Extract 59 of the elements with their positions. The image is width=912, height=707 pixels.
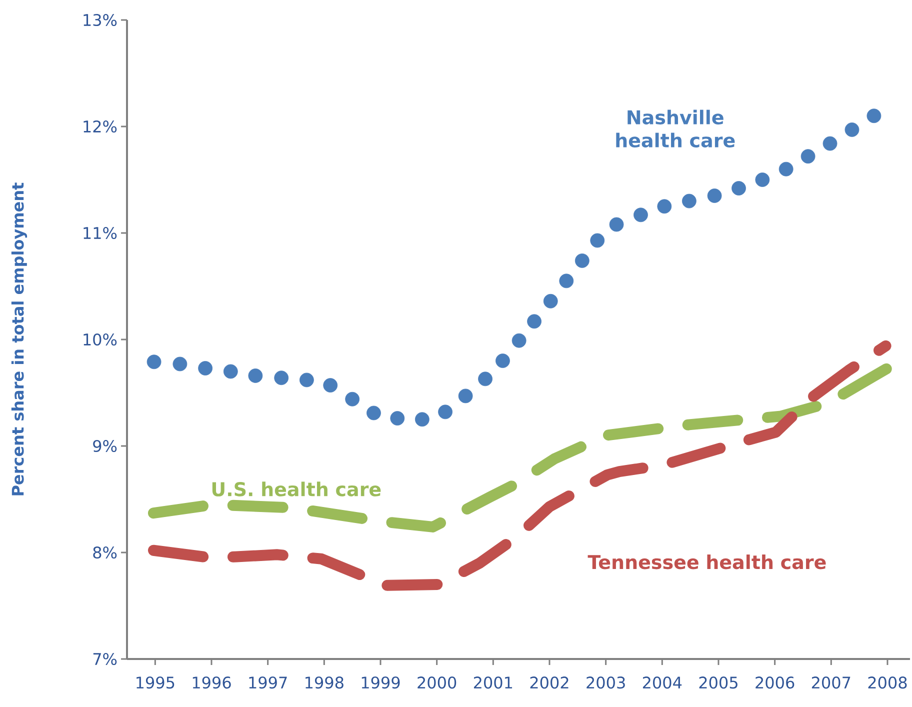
point	[590, 233, 605, 248]
point	[274, 370, 289, 386]
x-tick-label: 2005	[699, 676, 738, 689]
point	[609, 217, 624, 232]
point	[755, 172, 770, 187]
x-tick-label: 2003	[586, 676, 625, 689]
point	[366, 406, 381, 420]
point	[496, 354, 510, 368]
point	[414, 412, 430, 427]
point	[146, 354, 162, 370]
x-tick-label: 2008	[868, 676, 907, 689]
x-tick-label: 1997	[249, 676, 287, 689]
y-tick-label: 12%	[84, 120, 117, 133]
y-tick-label: 7%	[93, 652, 117, 666]
point	[682, 194, 696, 208]
y-tick-label: 10%	[84, 333, 117, 346]
point	[512, 333, 526, 348]
y-tick-label: 11%	[84, 226, 117, 240]
point	[478, 372, 492, 386]
point	[345, 392, 360, 406]
y-tick-label: 8%	[93, 546, 117, 559]
x-tick-label: 2002	[530, 676, 568, 689]
x-tick-label: 2000	[418, 676, 456, 689]
point	[732, 181, 746, 196]
x-tick-label: 2001	[474, 676, 512, 689]
point	[707, 188, 722, 203]
y-axis-title: Percent share in total employment	[11, 182, 28, 496]
point	[223, 364, 238, 379]
x-tick-label: 1998	[306, 676, 344, 689]
point	[527, 314, 542, 329]
point	[438, 404, 452, 420]
series-label: Nashville health care	[616, 110, 735, 148]
point	[866, 108, 882, 124]
text: Tennessee health care	[588, 554, 826, 570]
y-tick-label: 9%	[93, 440, 117, 452]
point	[248, 368, 263, 383]
x-tick-label: 2007	[812, 676, 850, 689]
point	[458, 388, 473, 404]
series-label: U.S. health care	[212, 482, 381, 496]
point	[800, 149, 816, 164]
point	[543, 294, 558, 308]
x-tick-label: 1999	[362, 676, 400, 689]
x-tick-label: 2004	[642, 676, 682, 689]
point	[822, 136, 838, 151]
point	[323, 378, 338, 392]
point	[634, 208, 648, 222]
point	[390, 411, 405, 426]
point	[657, 199, 672, 214]
point	[559, 274, 574, 288]
x-tick-label: 1996	[192, 676, 231, 689]
point	[574, 253, 590, 268]
point	[198, 361, 213, 376]
x-tick-label: 2006	[756, 676, 794, 689]
point	[300, 372, 314, 388]
point	[172, 356, 188, 372]
point	[844, 122, 860, 137]
y-tick-label: 13%	[84, 14, 117, 26]
point	[778, 162, 794, 176]
x-tick-label: 1995	[136, 676, 174, 689]
